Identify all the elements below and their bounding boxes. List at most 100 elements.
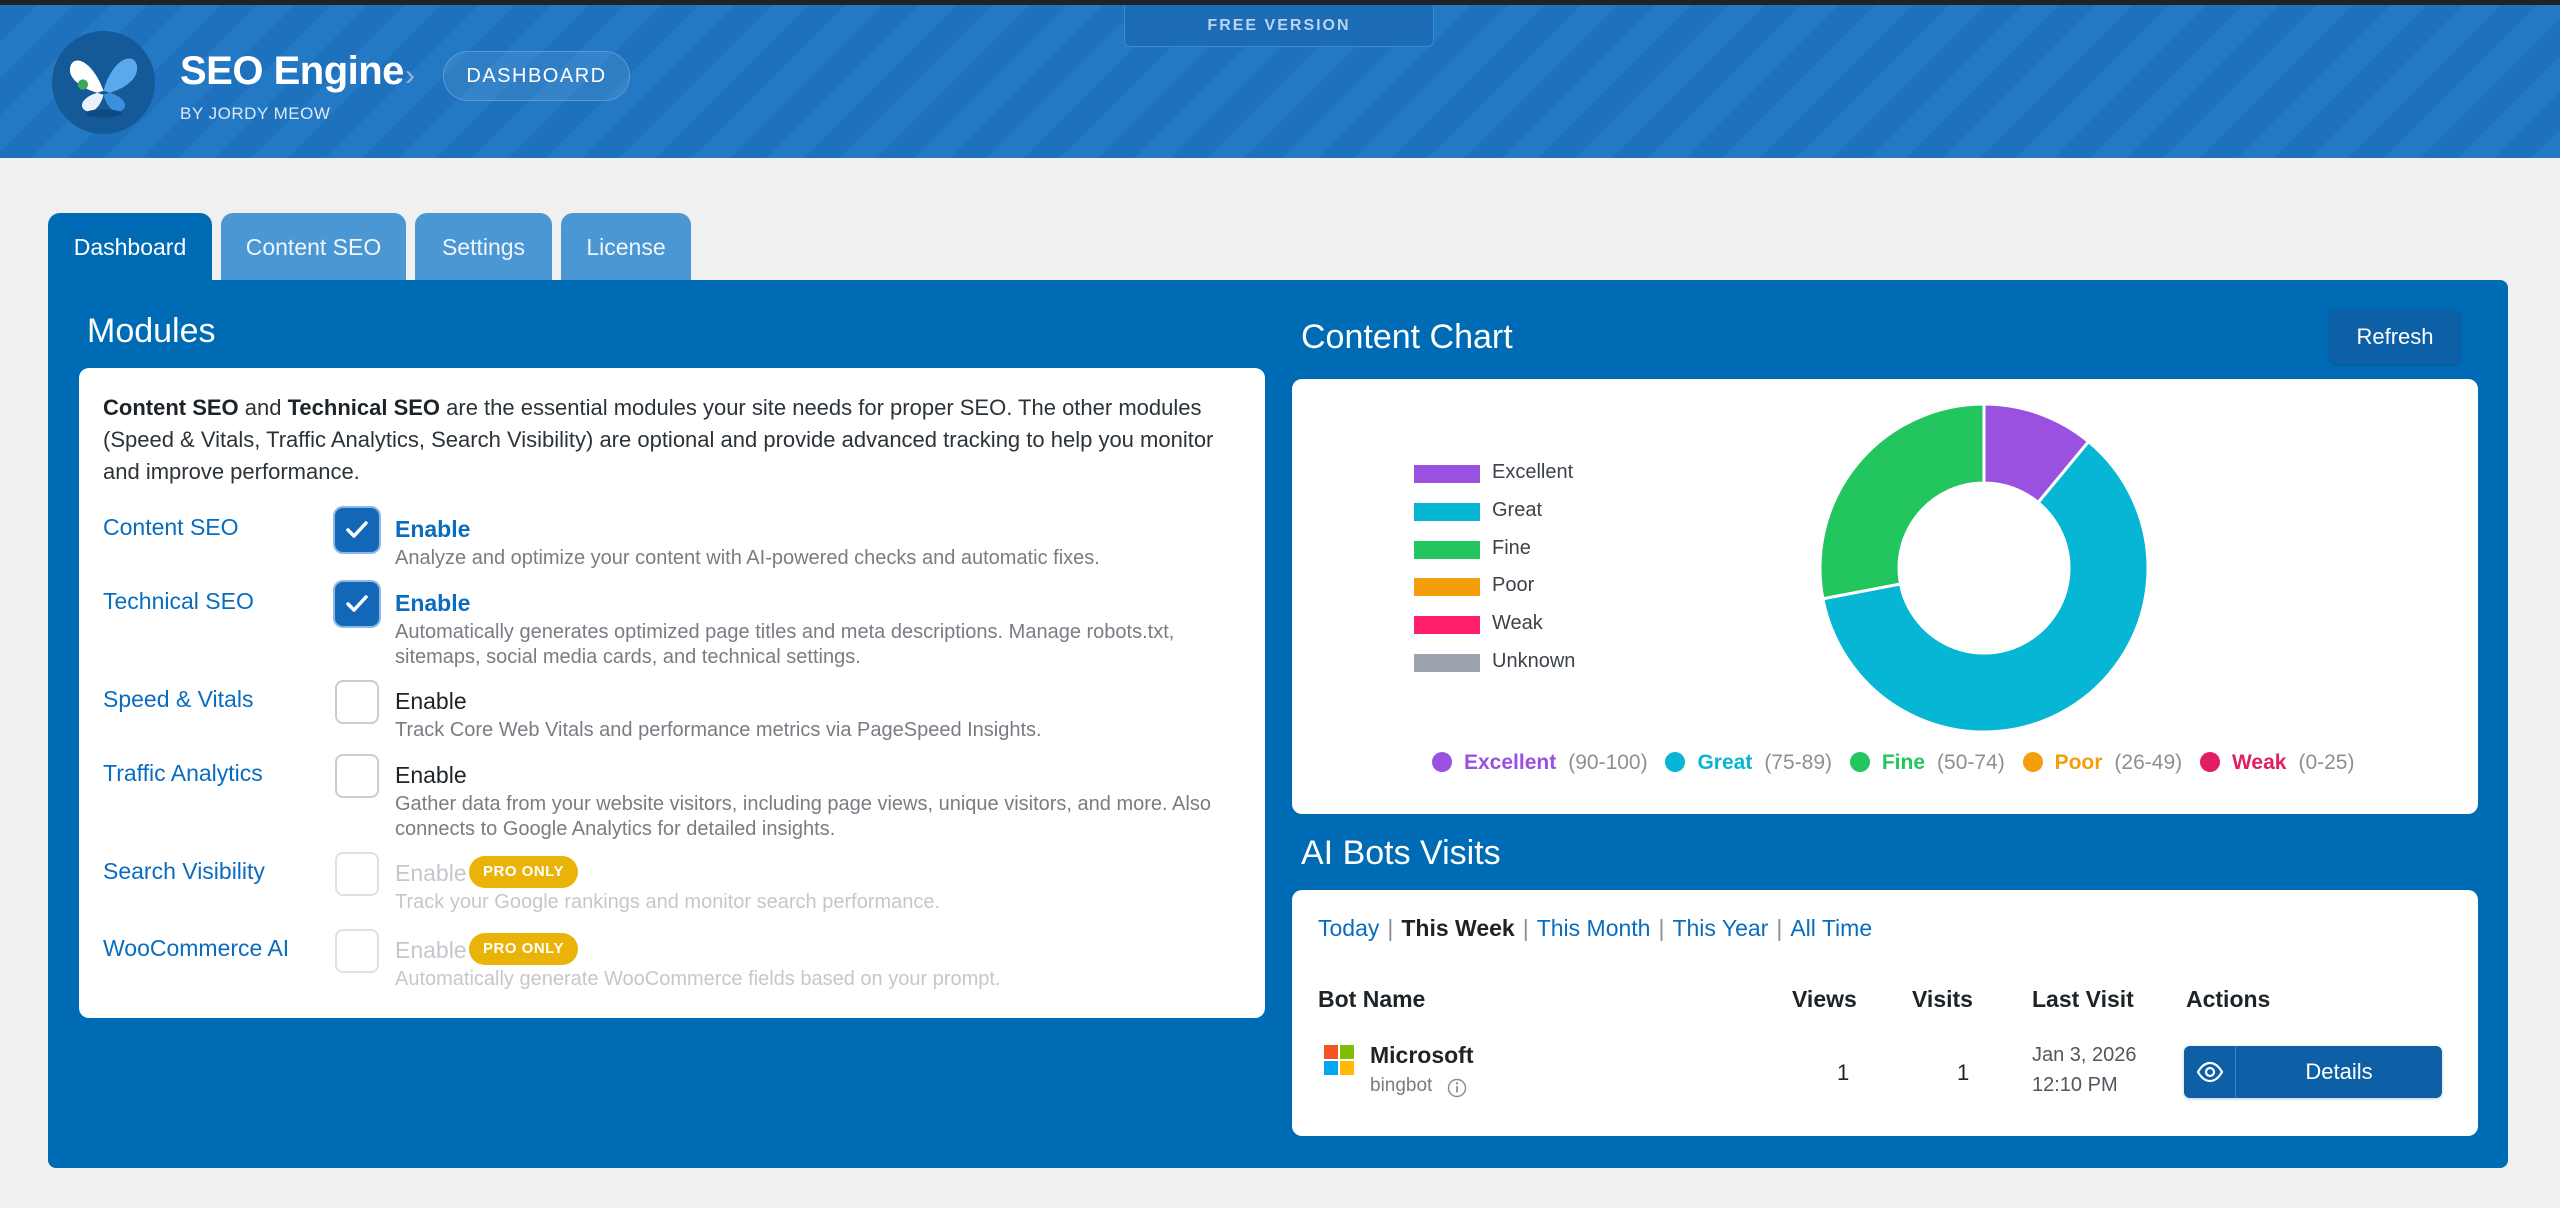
traffic-analytics-checkbox[interactable]: [335, 754, 379, 798]
range-excellent: Excellent (90-100): [1432, 751, 1648, 775]
module-enable-label[interactable]: Enable: [395, 590, 471, 616]
legend-swatch: [1414, 616, 1480, 634]
pro-only-badge: PRO ONLY: [469, 856, 578, 888]
module-name: WooCommerce AI: [103, 935, 290, 961]
woocommerce-ai-checkbox[interactable]: [335, 929, 379, 973]
module-name: Traffic Analytics: [103, 760, 263, 786]
module-enable-label[interactable]: Enable: [395, 762, 467, 788]
details-label: Details: [2305, 1059, 2373, 1084]
range-dot: [2022, 752, 2043, 772]
breadcrumb[interactable]: DASHBOARD: [443, 51, 630, 101]
module-name: Technical SEO: [103, 588, 254, 614]
module-name: Search Visibility: [103, 858, 265, 884]
module-description: Automatically generates optimized page t…: [395, 621, 1175, 668]
col-visits: Visits: [1912, 986, 1973, 1012]
legend-label: Poor: [1492, 574, 1535, 596]
range-name: Excellent: [1464, 751, 1557, 774]
range-fine: Fine (50-74): [1849, 751, 2005, 775]
legend-swatch: [1414, 541, 1480, 559]
range-value: (90-100): [1568, 751, 1648, 774]
content-seo-checkbox[interactable]: [335, 508, 379, 552]
top-edge: [0, 0, 2560, 5]
bot-agent: bingbot: [1370, 1075, 1433, 1096]
info-icon[interactable]: [1447, 1078, 1467, 1098]
ai-bots-title: AI Bots Visits: [1301, 834, 1501, 872]
legend-swatch: [1414, 654, 1480, 672]
period-this-year[interactable]: This Year: [1672, 915, 1769, 941]
legend-label: Weak: [1492, 612, 1543, 634]
range-weak: Weak (0-25): [2199, 751, 2355, 775]
module-enable-label[interactable]: Enable: [395, 516, 471, 542]
module-enable-label: Enable: [395, 937, 467, 963]
period-filter: Today | This Week | This Month | This Year | All…: [1318, 915, 1872, 942]
bot-views: 1: [1837, 1060, 1850, 1085]
app-byline: BY JORDY MEOW: [180, 104, 331, 123]
modules-title: Modules: [87, 312, 216, 350]
app-title: SEO Engine: [180, 49, 404, 93]
speed-vitals-checkbox[interactable]: [335, 680, 379, 724]
legend-swatch: [1414, 578, 1480, 596]
search-visibility-checkbox[interactable]: [335, 852, 379, 896]
bot-name: Microsoft: [1370, 1042, 1474, 1068]
range-dot: [2199, 752, 2220, 772]
period-sep: |: [1522, 915, 1529, 941]
range-name: Weak: [2231, 751, 2287, 774]
period-this-week[interactable]: This Week: [1401, 915, 1515, 941]
chevron-right-icon: ›: [405, 59, 415, 92]
version-badge: FREE VERSION: [1124, 5, 1434, 47]
donut-slice-fine[interactable]: [1819, 403, 1986, 601]
module-enable-label[interactable]: Enable: [395, 688, 467, 714]
butterfly-logo-icon: [52, 31, 155, 134]
legend-swatch: [1414, 465, 1480, 483]
donut-slice-great[interactable]: [1821, 439, 2149, 733]
range-name: Great: [1697, 751, 1753, 774]
content-chart-card: Excellent Great Fine Poor Weak Unknown E…: [1292, 379, 2478, 814]
refresh-button[interactable]: Refresh: [2330, 310, 2460, 364]
last-visit-date: Jan 3, 2026: [2032, 1044, 2137, 1066]
period-sep: |: [1387, 915, 1394, 941]
module-description: Track your Google rankings and monitor s…: [395, 891, 941, 913]
tab-content-seo[interactable]: Content SEO: [221, 213, 406, 281]
legend-label: Excellent: [1492, 461, 1574, 483]
module-enable-label: Enable: [395, 860, 467, 886]
col-views: Views: [1792, 986, 1857, 1012]
legend-label: Fine: [1492, 537, 1531, 559]
legend-label: Unknown: [1492, 650, 1576, 672]
range-dot: [1665, 752, 1686, 772]
range-value: (26-49): [2114, 751, 2183, 774]
period-this-month[interactable]: This Month: [1536, 915, 1651, 941]
period-sep: |: [1776, 915, 1783, 941]
range-dot: [1849, 752, 1870, 772]
details-button[interactable]: Details: [2184, 1046, 2442, 1098]
module-description: Gather data from your website visitors, …: [395, 793, 1211, 840]
period-today[interactable]: Today: [1318, 915, 1380, 941]
range-poor: Poor (26-49): [2022, 751, 2183, 775]
intro-and: and: [238, 395, 288, 420]
header-banner: SEO Engine BY JORDY MEOW › DASHBOARD: [0, 5, 2560, 158]
modules-intro: Content SEO and Technical SEO are the es…: [103, 392, 1253, 488]
module-description: Automatically generate WooCommerce field…: [395, 968, 1001, 990]
technical-seo-checkbox[interactable]: [335, 582, 379, 626]
tab-settings[interactable]: Settings: [415, 213, 552, 281]
legend-swatch: [1414, 503, 1480, 521]
intro-text: are the essential modules your site need…: [103, 395, 1214, 484]
module-name: Speed & Vitals: [103, 686, 254, 712]
modules-card: Content SEO and Technical SEO are the es…: [79, 368, 1265, 1018]
period-all-time[interactable]: All Time: [1790, 915, 1873, 941]
eye-icon: [2184, 1046, 2236, 1098]
check-icon: [346, 521, 368, 538]
module-name: Content SEO: [103, 514, 239, 540]
range-value: (50-74): [1937, 751, 2005, 774]
content-chart-title: Content Chart: [1301, 318, 1513, 356]
tab-dashboard[interactable]: Dashboard: [48, 213, 212, 281]
range-name: Fine: [1881, 751, 1926, 774]
intro-bold-technical-seo: Technical SEO: [287, 395, 441, 420]
last-visit-time: 12:10 PM: [2032, 1074, 2118, 1096]
bot-visits: 1: [1957, 1060, 1970, 1085]
score-ranges: Excellent (90-100) Great (75-89) Fine (50-7…: [1432, 751, 2366, 781]
range-value: (0-25): [2298, 751, 2355, 774]
tab-license[interactable]: License: [561, 213, 691, 281]
pro-only-badge: PRO ONLY: [469, 933, 578, 965]
col-bot-name: Bot Name: [1318, 986, 1426, 1012]
module-description: Track Core Web Vitals and performance me…: [395, 719, 1042, 741]
